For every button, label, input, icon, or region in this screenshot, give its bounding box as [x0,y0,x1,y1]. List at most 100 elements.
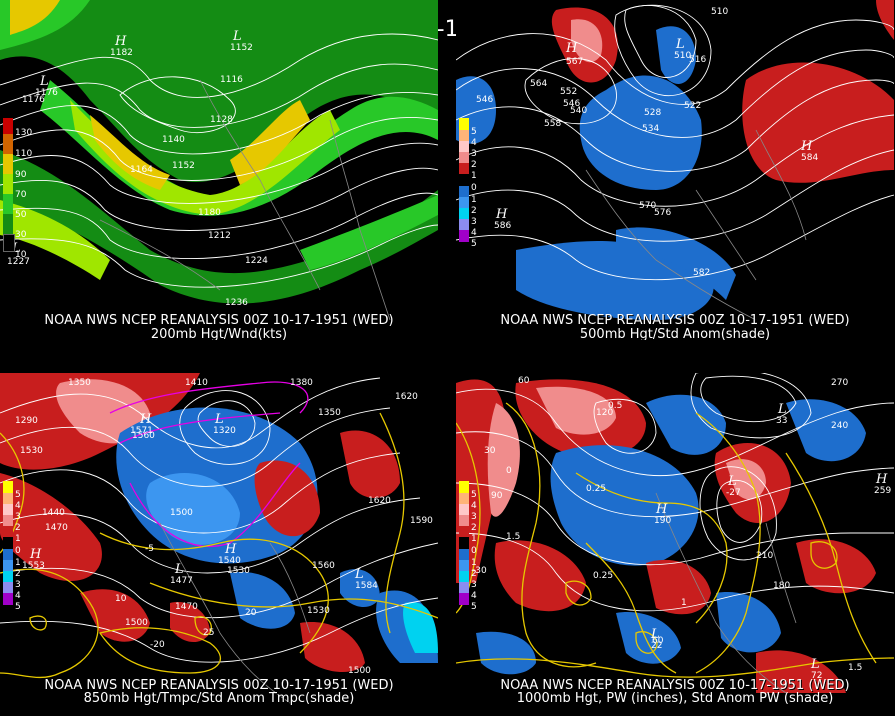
low-center: L [810,657,820,672]
panel-caption: NOAA NWS NCEP REANALYSIS 00Z 10-17-1951 … [44,313,394,328]
legend-label: 1 [471,171,477,181]
panel-200mb: 1116 1128 1140 1152 1164 1176 1180 1212 … [0,0,438,340]
map-850mb: 1350 1410 1380 1290 1530 1560 1440 1470 … [0,373,438,716]
contour-label: 1470 [45,523,68,533]
high-center: H [139,412,152,427]
panel-caption: NOAA NWS NCEP REANALYSIS 00Z 10-17-1951 … [500,313,850,328]
contour-label: 1440 [42,508,65,518]
contour-label: -30 [472,566,487,576]
contour-label: 90 [491,491,503,501]
legend-label: 50 [15,210,27,220]
panel-caption: NOAA NWS NCEP REANALYSIS 00Z 10-17-1951 … [500,678,850,693]
anomaly-legend [459,118,469,242]
legend-label: 5 [471,490,477,500]
panel-subcaption: 200mb Hgt/Wnd(kts) [150,327,288,341]
contour-label: -20 [150,640,165,650]
contour-label: 1560 [132,431,155,441]
legend-label: 5 [471,127,477,137]
contour-label: 0 [506,466,512,476]
legend-label: 4 [471,591,477,601]
low-center: L [650,627,660,642]
contour-label: 1410 [185,378,208,388]
legend-label: 3 [471,217,477,227]
low-center: L [777,402,787,417]
center-value: 22 [651,641,662,651]
center-value: -27 [726,488,741,498]
contour-label: 0.25 [593,571,613,581]
center-value: 510 [674,51,691,61]
legend-label: 1 [471,558,477,568]
center-value: 1152 [230,43,253,53]
contour-label: 576 [654,208,671,218]
contour-label: 210 [756,551,773,561]
map-200mb: 1116 1128 1140 1152 1164 1176 1180 1212 … [0,0,438,340]
contour-label: 1116 [220,75,243,85]
high-center: H [875,472,888,487]
contour-label: 1620 [368,496,391,506]
legend-label: 10 [15,250,27,260]
contour-label: 1212 [208,231,231,241]
high-center: H [565,41,578,56]
contour-label: 240 [831,421,848,431]
legend-label: 0 [15,546,21,556]
legend-label: 2 [15,569,21,579]
contour-label: 1380 [290,378,313,388]
contour-label: 1350 [68,378,91,388]
contour-label: 1.5 [848,663,862,673]
contour-label: 516 [689,55,706,65]
contour-label: 1236 [225,298,248,308]
contour-label: 1530 [20,446,43,456]
anomaly-legend [3,481,13,605]
legend-label: 110 [15,149,33,159]
legend-label: 0 [471,546,477,556]
center-value: 1571 [130,426,153,436]
center-value: 1227 [7,257,30,267]
contour-label: 60 [652,636,664,646]
panel-subcaption: 500mb Hgt/Std Anom(shade) [579,327,771,341]
center-value: 33 [776,416,787,426]
contour-label: 1470 [175,602,198,612]
contour-label: 0.5 [608,401,622,411]
contour-label: 522 [684,101,701,111]
contour-label: 1350 [318,408,341,418]
legend-label: 4 [471,501,477,511]
high-center: H [800,139,813,154]
panel-500mb: 510 516 522 528 534 540 546 552 558 564 … [456,0,894,340]
low-center: L [354,567,364,582]
contour-label: 1152 [172,161,195,171]
high-center: H [29,547,42,562]
legend-label: 3 [471,580,477,590]
center-value: 1477 [170,576,193,586]
high-center: H [655,502,668,517]
center-value: 586 [494,221,511,231]
high-center: H [224,542,237,557]
low-center: L [232,29,242,44]
contour-label: 582 [693,268,710,278]
low-center: L [727,474,737,489]
contour-label: -5 [145,544,154,554]
legend-label: 3 [471,512,477,522]
contour-label: 534 [642,124,659,134]
contour-label: 528 [644,108,661,118]
contour-label: 558 [544,119,561,129]
center-value: 567 [566,57,583,67]
legend-label: 5 [15,602,21,612]
map-1000mb: 60 270 240 210 180 120 90 30 0 0.25 0.5 … [456,373,894,716]
contour-label: 546 [476,95,493,105]
legend-label: 5 [15,490,21,500]
low-center: L [11,241,21,256]
map-500mb: 510 516 522 528 534 540 546 552 558 564 … [456,0,894,340]
contour-label: 1500 [125,618,148,628]
legend-label: 3 [15,512,21,522]
contour-label: 1 [681,598,687,608]
contour-label: 540 [570,106,587,116]
contour-label: 1180 [198,208,221,218]
low-center: L [675,37,685,52]
panel-subcaption: 850mb Hgt/Tmpc/Std Anom Tmpc(shade) [83,691,355,706]
legend-label: 5 [471,602,477,612]
center-value: 1553 [22,561,45,571]
contour-label: 1590 [410,516,433,526]
legend-label: 1 [471,534,477,544]
low-center: L [214,412,224,427]
center-value: 1320 [213,426,236,436]
